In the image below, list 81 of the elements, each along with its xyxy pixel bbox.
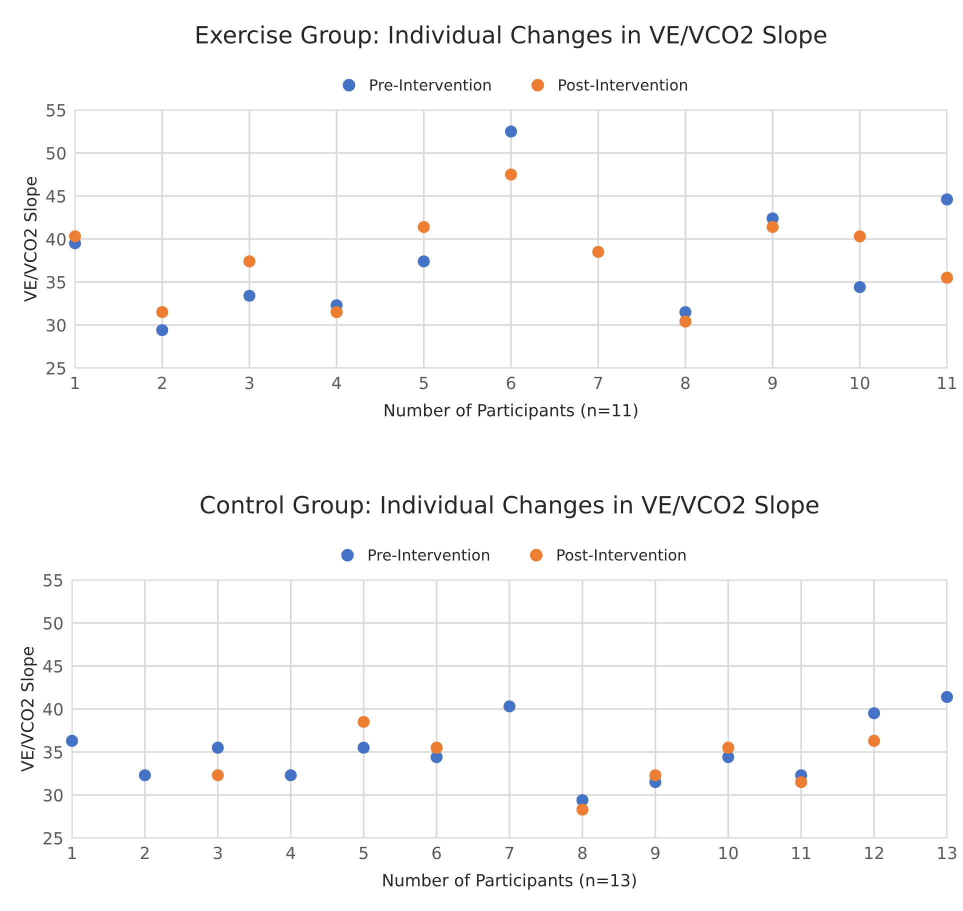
x-axis-title: Number of Participants (n=13) bbox=[383, 874, 636, 890]
legend-label: Post-Intervention bbox=[558, 548, 686, 561]
point bbox=[418, 220, 430, 233]
y-axis-title: VE/VCO2 Slope bbox=[24, 176, 40, 302]
point bbox=[138, 769, 151, 782]
x-tick-label: 9 bbox=[651, 846, 660, 860]
point bbox=[358, 742, 370, 754]
x-tick-label: 5 bbox=[360, 846, 368, 860]
x-tick-label: 9 bbox=[768, 376, 777, 390]
point bbox=[430, 742, 443, 754]
x-tick-label: 1 bbox=[72, 376, 79, 389]
x-axis-title: Number of Participants (n=11) bbox=[384, 404, 638, 420]
x-tick-label: 12 bbox=[865, 846, 884, 859]
x-tick-label: 4 bbox=[332, 376, 341, 389]
point bbox=[868, 707, 880, 720]
point bbox=[68, 230, 82, 242]
point bbox=[503, 700, 516, 712]
point bbox=[766, 220, 779, 233]
point bbox=[418, 255, 430, 268]
point bbox=[592, 246, 604, 258]
legend-label: Pre-Intervention bbox=[370, 78, 491, 91]
point bbox=[868, 734, 880, 747]
point bbox=[795, 776, 808, 788]
y-tick-label: 30 bbox=[44, 788, 63, 802]
legend-label: Post-Intervention bbox=[559, 78, 687, 91]
x-tick-label: 3 bbox=[245, 376, 254, 390]
y-tick-label: 50 bbox=[46, 146, 66, 160]
x-tick-label: 4 bbox=[286, 846, 296, 859]
x-tick-label: 7 bbox=[594, 376, 602, 389]
y-tick-label: 45 bbox=[43, 660, 62, 673]
legend-label: Pre-Intervention bbox=[368, 548, 490, 561]
point bbox=[940, 193, 954, 206]
point bbox=[504, 168, 518, 181]
x-tick-label: 11 bbox=[792, 846, 810, 859]
point bbox=[940, 272, 954, 284]
point bbox=[722, 742, 734, 754]
point bbox=[679, 316, 692, 328]
point bbox=[854, 281, 866, 294]
chart-title: Exercise Group: Individual Changes in VE/VCO2 Slope bbox=[196, 25, 826, 48]
y-tick-label: 45 bbox=[46, 190, 66, 203]
x-tick-label: 10 bbox=[719, 846, 738, 860]
x-tick-label: 8 bbox=[681, 376, 690, 390]
point bbox=[156, 324, 168, 336]
x-tick-label: 10 bbox=[851, 376, 870, 390]
point bbox=[358, 716, 370, 728]
y-tick-label: 50 bbox=[44, 616, 63, 630]
y-tick-label: 40 bbox=[46, 232, 66, 246]
x-tick-label: 5 bbox=[420, 376, 428, 390]
point bbox=[156, 306, 168, 318]
x-tick-label: 1 bbox=[68, 846, 76, 859]
x-tick-label: 8 bbox=[578, 846, 587, 860]
y-tick-label: 30 bbox=[46, 318, 66, 332]
point bbox=[284, 769, 297, 782]
y-axis-title: VE/VCO2 Slope bbox=[20, 646, 37, 772]
x-tick-label: 2 bbox=[158, 376, 166, 389]
point bbox=[330, 306, 343, 318]
point bbox=[940, 690, 954, 703]
x-tick-label: 11 bbox=[938, 376, 956, 389]
point bbox=[649, 769, 662, 782]
y-tick-label: 40 bbox=[43, 702, 63, 716]
chart-title: Control Group: Individual Changes in VE/VCO2 Slope bbox=[200, 495, 818, 518]
x-tick-label: 3 bbox=[214, 846, 222, 860]
point bbox=[212, 742, 224, 754]
point bbox=[243, 290, 256, 302]
x-tick-label: 6 bbox=[506, 376, 516, 390]
x-tick-label: 2 bbox=[140, 846, 149, 859]
x-tick-label: 7 bbox=[506, 846, 514, 859]
point bbox=[576, 804, 588, 816]
y-tick-label: 35 bbox=[46, 276, 66, 289]
y-tick-label: 25 bbox=[46, 362, 66, 375]
x-tick-label: 6 bbox=[432, 846, 441, 860]
point bbox=[854, 230, 866, 242]
x-tick-label: 13 bbox=[938, 846, 956, 860]
y-tick-label: 35 bbox=[44, 746, 62, 759]
y-tick-label: 55 bbox=[44, 574, 62, 587]
point bbox=[66, 734, 78, 747]
y-tick-label: 55 bbox=[46, 104, 66, 117]
y-tick-label: 25 bbox=[44, 832, 62, 845]
point bbox=[504, 125, 518, 138]
point bbox=[243, 255, 256, 268]
point bbox=[212, 769, 224, 782]
